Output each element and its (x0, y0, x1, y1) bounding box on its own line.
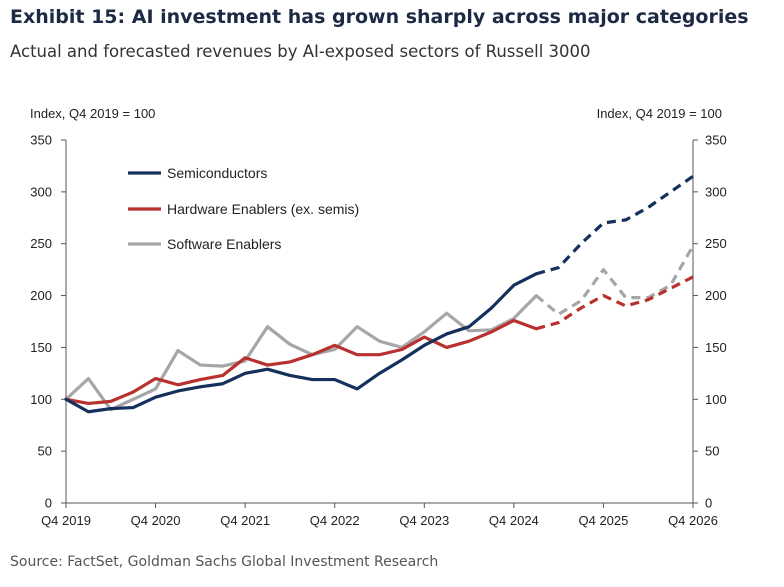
x-tick-label: Q4 2023 (399, 513, 449, 528)
y-tick-label-left: 100 (30, 392, 52, 407)
chart-title: Exhibit 15: AI investment has grown shar… (10, 6, 749, 28)
series-line-software-enablers-actual (64, 293, 538, 412)
x-tick-label: Q4 2022 (310, 513, 360, 528)
y-tick-label-right: 300 (705, 184, 727, 199)
legend-label: Semiconductors (167, 165, 267, 181)
y-tick-label-left: 300 (30, 184, 52, 199)
legend-label: Software Enablers (167, 236, 281, 252)
y-tick-label-left: 350 (30, 133, 52, 148)
x-tick-label: Q4 2019 (41, 513, 91, 528)
y-tick-label-right: 100 (705, 392, 727, 407)
y-axis-label-right: Index, Q4 2019 = 100 (597, 106, 722, 121)
x-tick-label: Q4 2020 (131, 513, 181, 528)
y-tick-label-right: 150 (705, 340, 727, 355)
x-tick-label: Q4 2024 (489, 513, 539, 528)
y-tick-label-right: 250 (705, 236, 727, 251)
axes: 0 0 50 50 100 100 150 150 200 200 250 250 300 300 350 3… (30, 133, 726, 529)
y-tick-label-left: 250 (30, 236, 52, 251)
source-note: Source: FactSet, Goldman Sachs Global In… (10, 554, 439, 570)
y-tick-label-right: 350 (705, 133, 727, 148)
y-tick-label-left: 0 (45, 496, 52, 511)
y-tick-label-left: 200 (30, 288, 52, 303)
series-line-semiconductors-forecast (535, 174, 694, 276)
x-tick-label: Q4 2026 (668, 513, 718, 528)
y-tick-label-right: 50 (705, 444, 719, 459)
x-tick-label: Q4 2021 (220, 513, 270, 528)
legend: Semiconductors Hardware Enablers (ex. sem… (128, 165, 359, 252)
y-tick-label-left: 150 (30, 340, 52, 355)
chart-subtitle: Actual and forecasted revenues by AI-exp… (10, 42, 591, 61)
y-tick-label-left: 50 (38, 444, 52, 459)
series-line-software-enablers-forecast (535, 244, 695, 316)
x-tick-label: Q4 2025 (578, 513, 628, 528)
y-tick-label-right: 200 (705, 288, 727, 303)
series-layer (64, 174, 695, 414)
legend-label: Hardware Enablers (ex. semis) (167, 201, 359, 217)
series-line-semiconductors-actual (64, 272, 538, 414)
series-line-hardware-enablers-ex-semis-actual (64, 318, 538, 406)
y-axis-label-left: Index, Q4 2019 = 100 (30, 106, 155, 121)
y-tick-label-right: 0 (705, 496, 712, 511)
